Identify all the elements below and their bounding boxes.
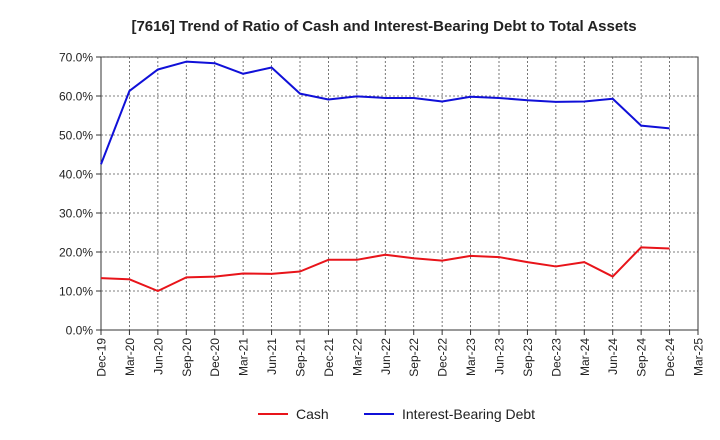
x-tick-label: Sep-22 [407, 338, 421, 377]
x-tick-label: Mar-24 [578, 338, 592, 376]
legend: Cash Interest-Bearing Debt [258, 406, 535, 422]
x-tick-label: Mar-21 [237, 338, 251, 376]
x-tick-label: Jun-22 [379, 338, 393, 375]
gridlines [101, 56, 698, 330]
x-tick-label: Dec-24 [663, 338, 677, 377]
x-tick-label: Dec-22 [436, 338, 450, 377]
y-tick-label: 10.0% [59, 285, 93, 299]
plot-area [100, 56, 699, 331]
y-tick-label: 0.0% [66, 324, 94, 338]
x-tick-label: Jun-21 [265, 338, 279, 375]
y-tick-label: 20.0% [59, 246, 93, 260]
legend-label-cash: Cash [296, 406, 329, 422]
y-tick-label: 60.0% [59, 90, 93, 104]
y-tick-label: 30.0% [59, 207, 93, 221]
chart-title: [7616] Trend of Ratio of Cash and Intere… [131, 18, 636, 35]
x-tick-label: Dec-20 [208, 338, 222, 377]
x-tick-label: Jun-23 [493, 338, 507, 375]
x-tick-label: Sep-23 [521, 338, 535, 377]
x-axis: Dec-19 Mar-20 Jun-20 Sep-20 Dec-20 Mar-21 Jun-… [95, 330, 706, 377]
y-tick-label: 50.0% [59, 129, 93, 143]
x-tick-label: Dec-23 [549, 338, 563, 377]
x-tick-label: Jun-20 [151, 338, 165, 375]
series-line-cash [100, 246, 670, 292]
plot-frame [100, 56, 699, 331]
y-tick-label: 40.0% [59, 168, 93, 182]
x-tick-label: Sep-20 [180, 338, 194, 377]
y-axis: 0.0% 10.0% 20.0% 30.0% 40.0% 50.0% 60.0% 70.0% [59, 51, 101, 338]
y-tick-label: 70.0% [59, 51, 93, 65]
x-tick-label: Mar-25 [692, 338, 706, 376]
x-tick-label: Jun-24 [606, 338, 620, 375]
x-tick-label: Mar-22 [350, 338, 364, 376]
legend-label-interest-bearing-debt: Interest-Bearing Debt [402, 406, 535, 422]
x-tick-label: Sep-24 [635, 338, 649, 377]
series-lines [100, 60, 670, 292]
x-tick-label: Dec-19 [95, 338, 109, 377]
x-tick-label: Sep-21 [294, 338, 308, 377]
series-line-interest-bearing-debt [100, 60, 670, 165]
x-tick-label: Mar-20 [123, 338, 137, 376]
x-tick-label: Mar-23 [464, 338, 478, 376]
x-tick-label: Dec-21 [322, 338, 336, 377]
